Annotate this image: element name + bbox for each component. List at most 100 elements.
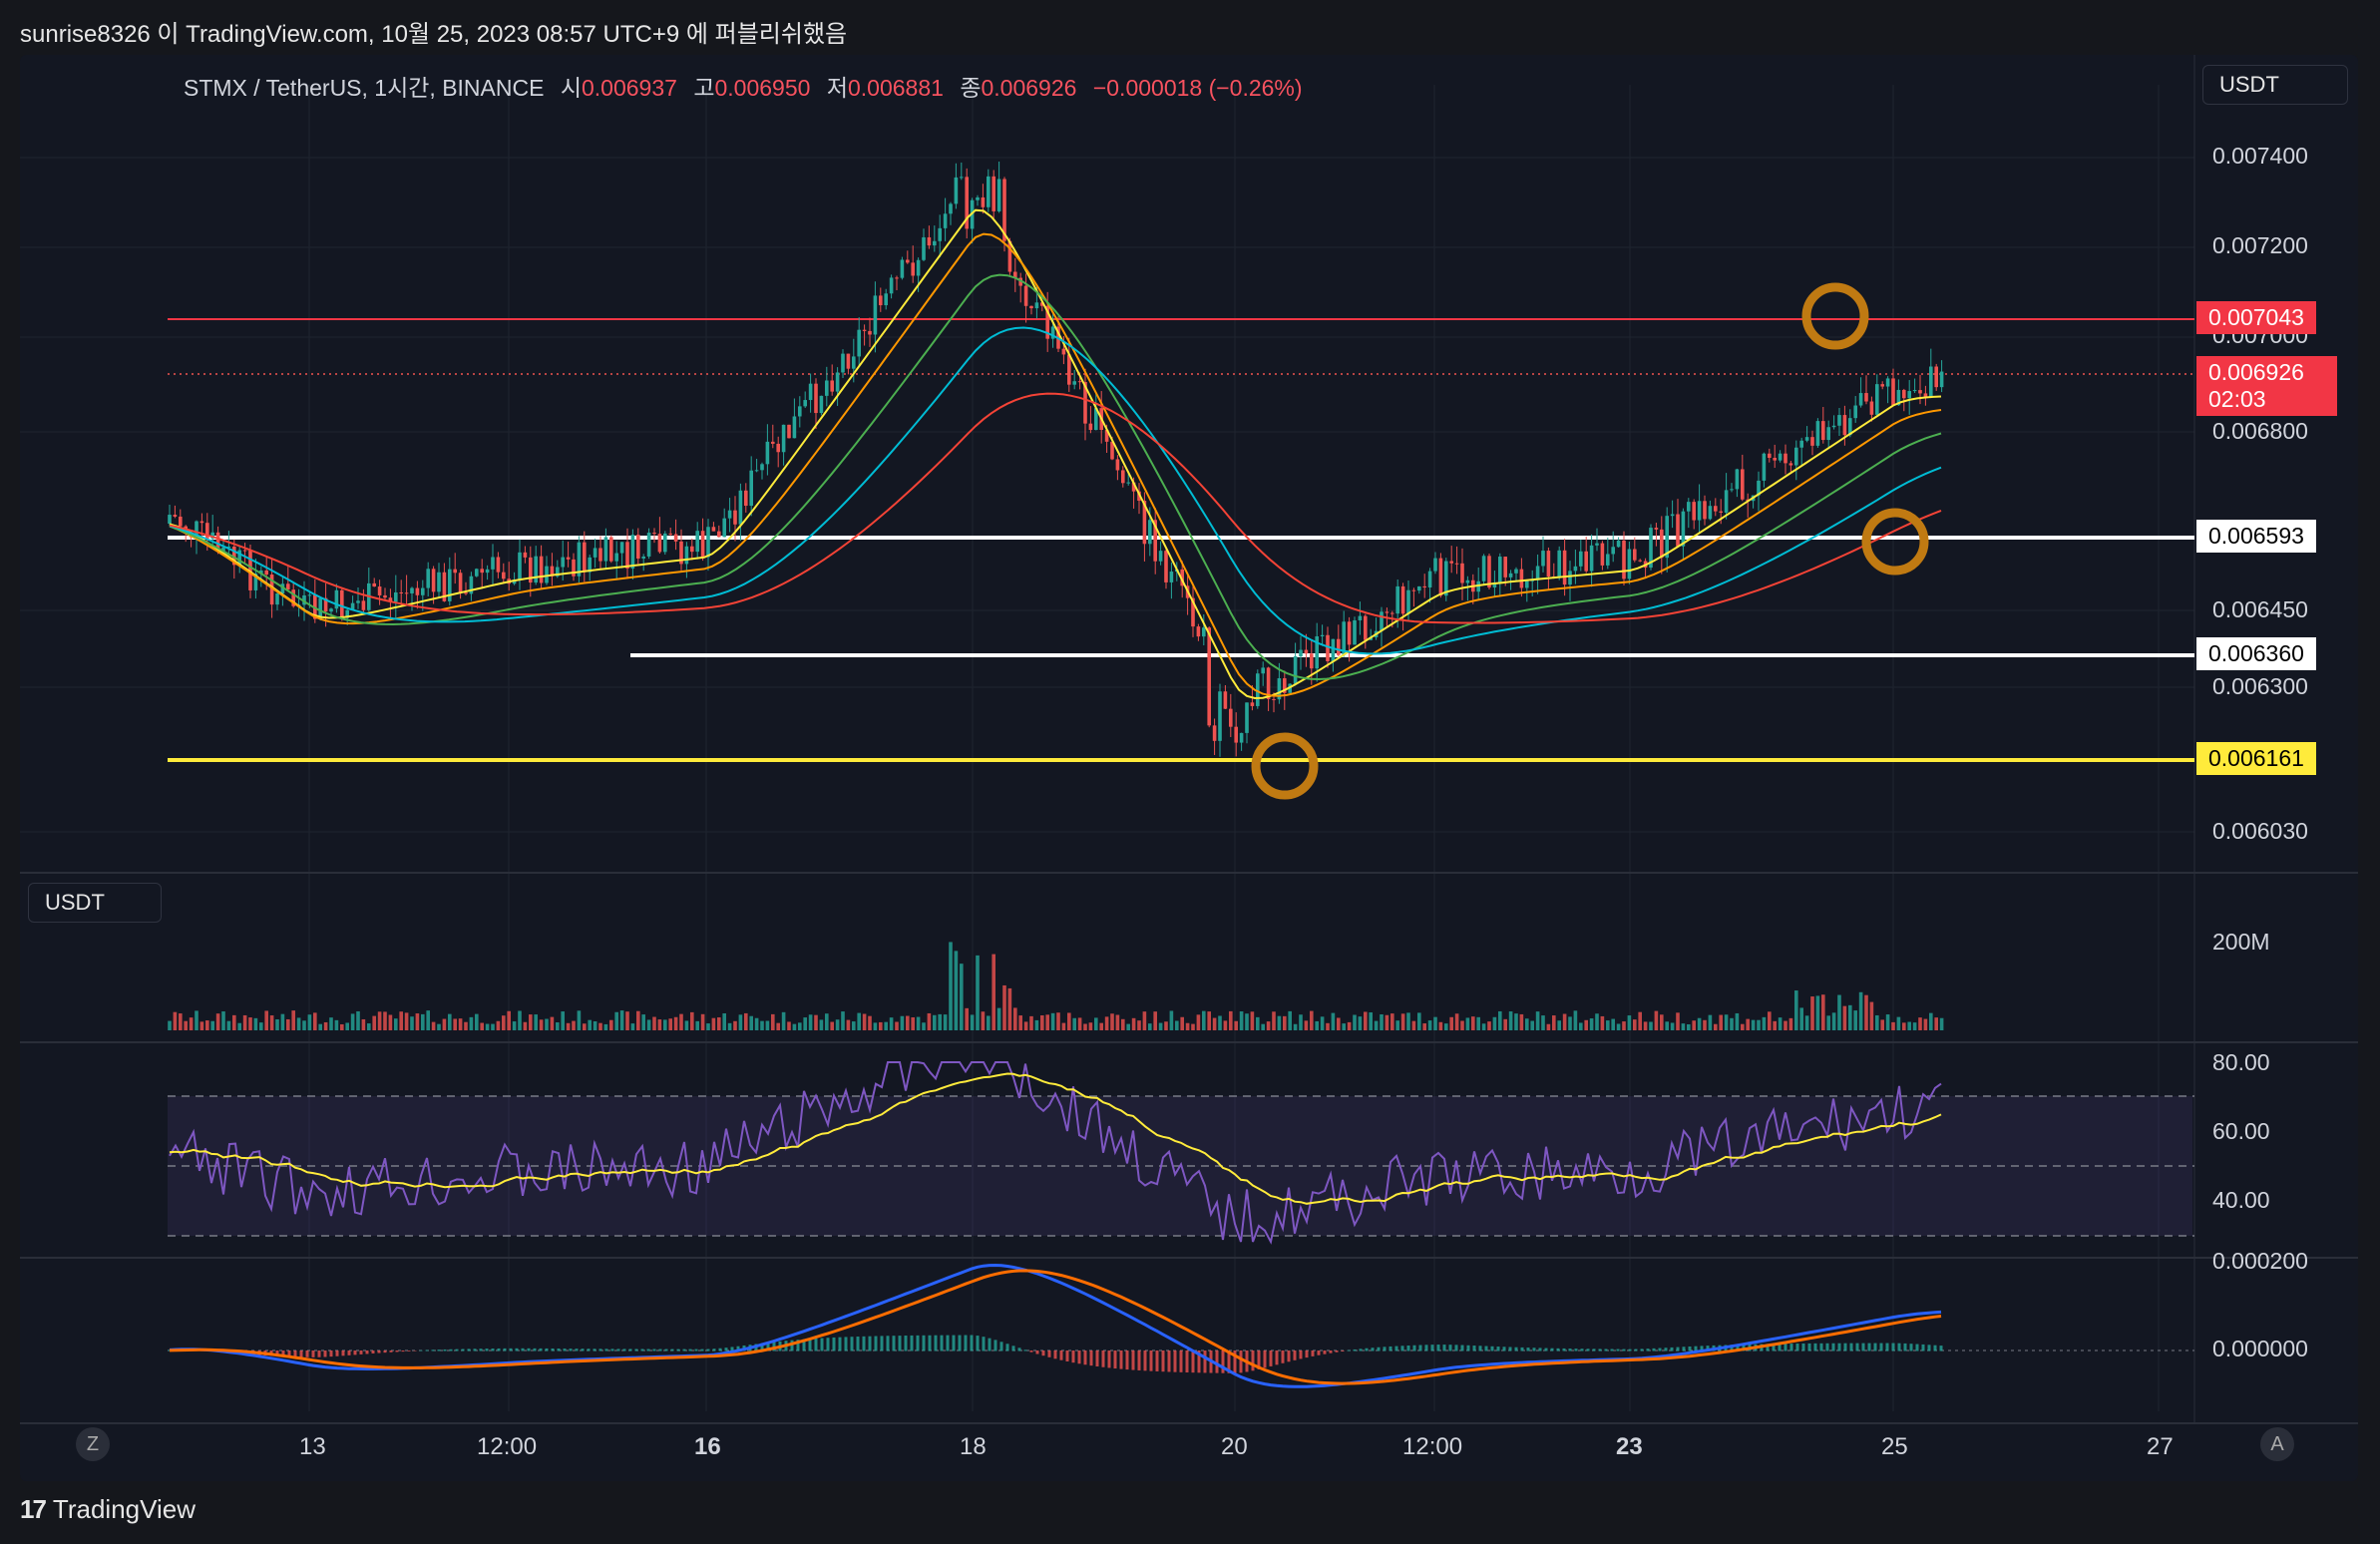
- volume-bar: [1638, 1011, 1642, 1030]
- candle-body: [556, 567, 560, 577]
- macd-histogram-bar: [814, 1338, 818, 1351]
- macd-histogram-bar: [598, 1349, 602, 1351]
- volume-bar: [561, 1011, 565, 1030]
- volume-bar: [1072, 1017, 1076, 1030]
- candle-body: [1858, 393, 1863, 406]
- volume-bar: [280, 1013, 285, 1030]
- candle-body: [1622, 540, 1626, 579]
- chart-canvas[interactable]: [20, 55, 2358, 1481]
- candle-body: [1126, 482, 1130, 484]
- volume-bar: [184, 1020, 188, 1030]
- candle-body: [673, 534, 678, 542]
- candle-body: [846, 353, 851, 369]
- publish-caption: sunrise8326 이 TradingView.com, 10월 25, 2…: [20, 21, 848, 48]
- candle-body: [1040, 302, 1044, 306]
- macd-histogram-bar: [575, 1349, 579, 1351]
- macd-histogram-bar: [1143, 1351, 1147, 1371]
- volume-bar: [1245, 1013, 1249, 1030]
- volume-bar: [1730, 1017, 1734, 1030]
- candle-body: [269, 575, 274, 605]
- change-value: −0.000018 (−0.26%): [1092, 75, 1303, 101]
- low-label: 저: [826, 75, 848, 101]
- candle-body: [679, 541, 683, 565]
- volume-bar: [1045, 1014, 1049, 1030]
- volume-bar: [1821, 994, 1825, 1030]
- candle-body: [1665, 516, 1669, 559]
- candle-body: [415, 587, 420, 595]
- candle-body: [1315, 635, 1319, 669]
- nav-left-button[interactable]: Z: [76, 1427, 110, 1461]
- macd-histogram-bar: [772, 1342, 776, 1351]
- candle-body: [1842, 415, 1847, 436]
- volume-currency-button[interactable]: USDT: [28, 883, 162, 923]
- macd-histogram-bar: [365, 1351, 369, 1354]
- volume-bar: [987, 1015, 991, 1030]
- macd-histogram-bar: [1448, 1345, 1452, 1351]
- macd-histogram-bar: [1532, 1348, 1536, 1351]
- candle-body: [1525, 579, 1529, 588]
- volume-bar: [529, 1014, 533, 1030]
- macd-histogram-bar: [1628, 1349, 1632, 1351]
- volume-bar: [1853, 1010, 1857, 1030]
- macd-histogram-bar: [688, 1349, 692, 1351]
- volume-bar: [1056, 1012, 1060, 1030]
- candle-body: [518, 552, 522, 580]
- volume-bar: [744, 1012, 748, 1030]
- macd-histogram-bar: [1933, 1345, 1937, 1351]
- candle-body: [1207, 627, 1211, 726]
- volume-bar: [1891, 1021, 1895, 1030]
- macd-histogram-bar: [826, 1338, 830, 1351]
- macd-histogram-bar: [820, 1338, 824, 1351]
- volume-bar: [1266, 1021, 1271, 1030]
- candle-body: [264, 570, 268, 576]
- macd-histogram-bar: [1113, 1351, 1117, 1369]
- candle-body: [179, 516, 183, 527]
- macd-histogram-bar: [1526, 1348, 1530, 1351]
- macd-histogram-bar: [1424, 1345, 1428, 1351]
- volume-bar: [684, 1020, 689, 1030]
- candle-body: [232, 547, 236, 566]
- candle-body: [1304, 649, 1309, 654]
- volume-bar: [1137, 1020, 1141, 1030]
- macd-histogram-bar: [1502, 1347, 1506, 1351]
- candle-body: [738, 490, 743, 525]
- volume-bar: [313, 1012, 317, 1030]
- candle-body: [1007, 240, 1012, 272]
- volume-bar: [507, 1010, 511, 1030]
- macd-histogram-bar: [1819, 1343, 1823, 1351]
- macd-histogram-bar: [1359, 1349, 1363, 1351]
- candle-body: [1061, 348, 1066, 355]
- volume-bar: [512, 1021, 517, 1030]
- macd-histogram-bar: [1299, 1351, 1303, 1359]
- candle-body: [318, 597, 322, 619]
- candle-body: [356, 600, 360, 603]
- volume-bar: [1104, 1016, 1109, 1030]
- candle-body: [1029, 305, 1033, 309]
- macd-histogram-bar: [443, 1349, 447, 1351]
- macd-histogram-bar: [999, 1342, 1003, 1351]
- candle-body: [502, 572, 506, 579]
- candle-body: [491, 557, 495, 570]
- macd-histogram-bar: [1293, 1351, 1297, 1360]
- candle-body: [307, 594, 312, 596]
- candle-body: [1261, 667, 1265, 674]
- candle-body: [911, 262, 915, 276]
- volume-bar: [668, 1018, 672, 1030]
- close-value: 0.006926: [981, 75, 1077, 101]
- volume-bar: [1476, 1016, 1480, 1030]
- candle-body: [302, 594, 306, 605]
- candle-body: [1131, 482, 1136, 492]
- volume-bar: [372, 1015, 376, 1030]
- volume-bar: [1293, 1023, 1298, 1030]
- volume-bar: [1223, 1020, 1228, 1030]
- macd-histogram-bar: [850, 1337, 854, 1351]
- nav-right-button[interactable]: A: [2260, 1427, 2294, 1461]
- tradingview-logo[interactable]: 17 TradingView: [20, 1494, 196, 1525]
- volume-bar: [781, 1011, 786, 1030]
- chart-frame[interactable]: STMX / TetherUS, 1시간, BINANCE 시0.006937 …: [20, 55, 2358, 1481]
- macd-histogram-bar: [652, 1349, 656, 1351]
- macd-histogram-bar: [676, 1349, 680, 1351]
- macd-histogram-bar: [455, 1349, 459, 1351]
- currency-button[interactable]: USDT: [2202, 65, 2348, 105]
- candle-body: [1229, 708, 1233, 727]
